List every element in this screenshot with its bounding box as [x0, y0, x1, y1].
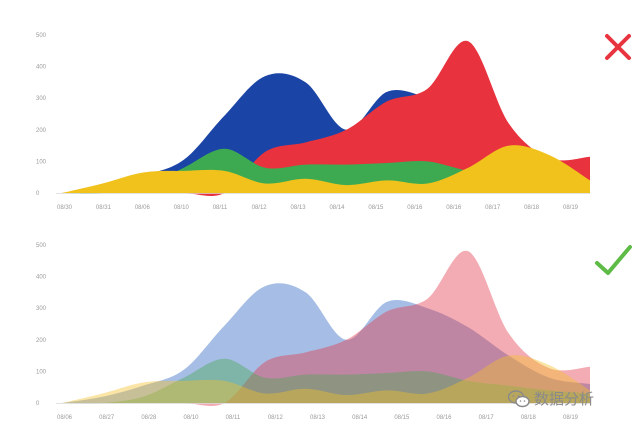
x-tick-label: 08/27	[99, 415, 115, 421]
x-tick-label: 08/14	[329, 205, 345, 211]
x-tick-label: 08/18	[521, 415, 537, 421]
check-icon	[595, 245, 632, 275]
x-tick-label: 08/06	[57, 415, 73, 421]
watermark-text: 数据分析	[534, 390, 595, 408]
y-tick-label: 0	[36, 401, 40, 407]
x-tick-label: 08/06	[135, 205, 151, 211]
x-tick-label: 08/16	[446, 205, 462, 211]
y-tick-label: 500	[36, 33, 47, 39]
y-tick-label: 0	[36, 191, 40, 197]
y-tick-label: 200	[36, 128, 47, 134]
y-tick-label: 100	[36, 159, 47, 165]
x-tick-label: 08/15	[368, 205, 384, 211]
series-area-1	[62, 283, 590, 403]
y-tick-label: 500	[36, 243, 47, 249]
x-tick-label: 08/30	[57, 205, 73, 211]
chart-wrong-opaque: 0 100 200 300 400 500 08/30 08/31 08/06 08/10 08/1…	[36, 33, 590, 211]
x-tick-label: 08/15	[394, 415, 410, 421]
y-tick-label: 100	[36, 369, 47, 375]
y-tick-label: 400	[36, 275, 47, 281]
x-tick-label: 08/10	[184, 415, 200, 421]
x-tick-label: 08/17	[479, 415, 495, 421]
series-area-4	[62, 355, 590, 403]
x-tick-label: 08/16	[437, 415, 453, 421]
chart-right-transparent: 0 100 200 300 400 500 08/06 08/27 08/28 08/10 08/1…	[36, 243, 590, 421]
x-tick-label: 08/12	[268, 415, 284, 421]
x-tick-label: 08/10	[174, 205, 190, 211]
x-tick-label: 08/28	[141, 415, 157, 421]
x-tick-label: 08/18	[524, 205, 540, 211]
x-tick-label: 08/11	[213, 205, 228, 211]
x-tick-label: 08/16	[407, 205, 423, 211]
x-tick-label: 08/19	[563, 205, 579, 211]
y-tick-label: 400	[36, 65, 47, 71]
watermark: 数据分析	[508, 388, 594, 409]
y-tick-label: 300	[36, 306, 47, 312]
series-area-2	[62, 40, 590, 197]
x-tick-label: 08/31	[96, 205, 112, 211]
x-tick-label: 08/17	[485, 205, 501, 211]
x-tick-label: 08/13	[291, 205, 307, 211]
x-tick-label: 08/11	[226, 415, 241, 421]
wechat-icon	[508, 389, 530, 407]
y-tick-label: 300	[36, 96, 47, 102]
cross-icon	[605, 34, 631, 60]
x-tick-label: 08/12	[252, 205, 268, 211]
series-area-4	[62, 145, 590, 193]
series-area-3	[62, 358, 590, 404]
x-tick-label: 08/14	[352, 415, 368, 421]
x-tick-label: 08/13	[310, 415, 326, 421]
x-tick-label: 08/19	[563, 415, 579, 421]
y-tick-label: 200	[36, 338, 47, 344]
series-area-2	[62, 250, 590, 407]
